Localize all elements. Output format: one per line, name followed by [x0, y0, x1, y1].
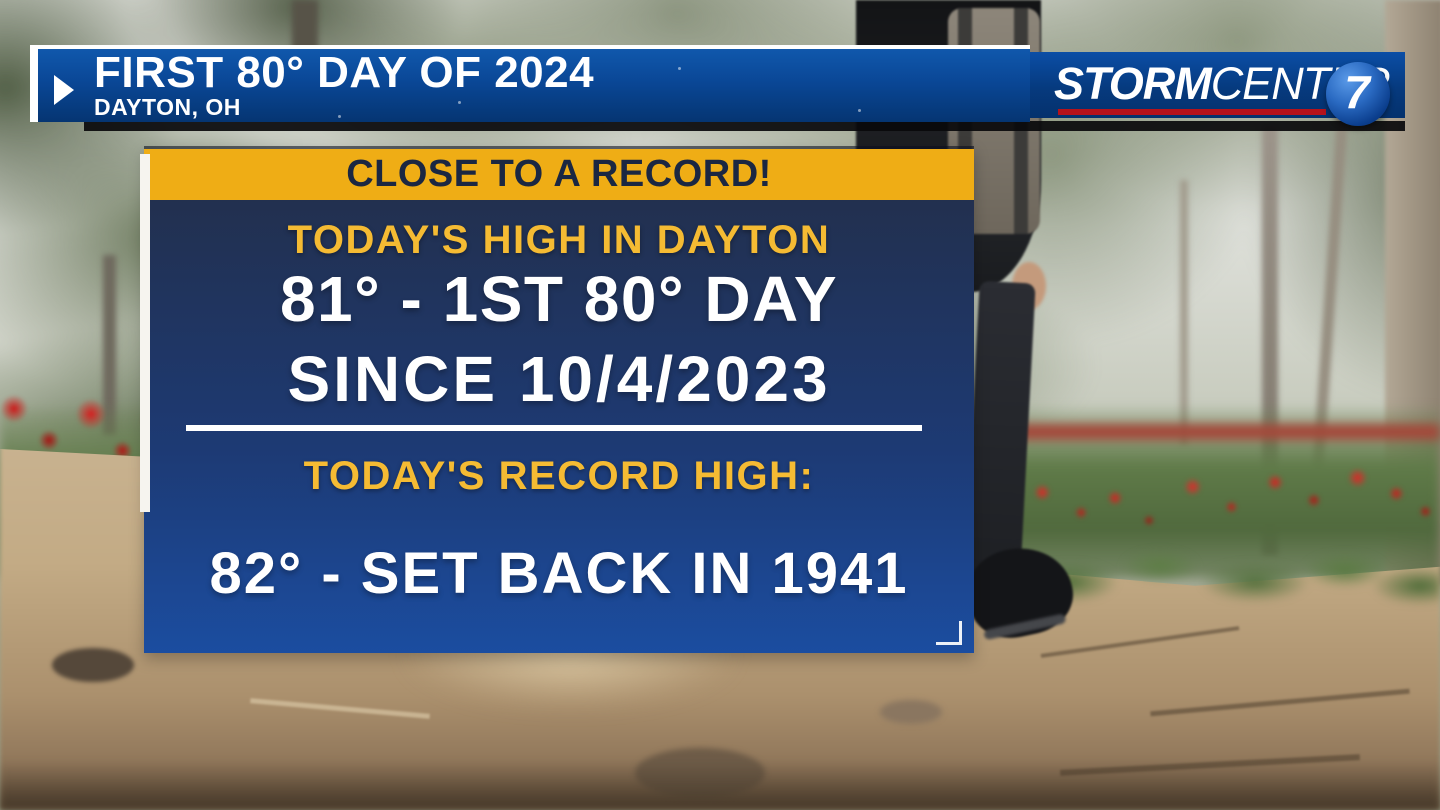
banner-title: FIRST 80° DAY OF 2024	[94, 48, 595, 97]
logo-storm-text: STORM	[1054, 58, 1212, 109]
sparkle	[158, 59, 161, 62]
since-date-line: SINCE 10/4/2023	[287, 343, 831, 415]
record-high-label: TODAY'S RECORD HIGH:	[303, 454, 815, 498]
distant-poppies	[985, 424, 1440, 440]
tree-trunk	[1180, 180, 1188, 445]
rock	[880, 700, 942, 724]
channel-number: 7	[1344, 66, 1370, 118]
poppy-flowers-right	[955, 442, 1440, 554]
sparkle	[678, 67, 681, 70]
sparkle	[338, 115, 341, 118]
rock	[52, 648, 134, 682]
info-card: CLOSE TO A RECORD! TODAY'S HIGH IN DAYTO…	[140, 146, 974, 653]
shoe-sole	[983, 613, 1067, 641]
channel-7-ball-icon: 7	[1326, 62, 1390, 126]
card-left-accent	[140, 154, 150, 512]
logo-red-underline	[1058, 109, 1326, 115]
divider	[186, 425, 922, 431]
corner-bracket-icon	[936, 621, 962, 645]
card-body: TODAY'S HIGH IN DAYTON 81° - 1ST 80° DAY…	[144, 200, 974, 653]
banner-subtitle: DAYTON, OH	[94, 94, 241, 120]
high-value-line: 81° - 1ST 80° DAY	[279, 263, 839, 335]
banner-text: FIRST 80° DAY OF 2024 DAYTON, OH	[94, 48, 595, 120]
play-arrow-icon	[54, 75, 74, 105]
card-header: CLOSE TO A RECORD!	[144, 149, 974, 200]
todays-high-label: TODAY'S HIGH IN DAYTON	[287, 218, 831, 262]
person-leg	[964, 280, 1036, 578]
sparkle	[858, 109, 861, 112]
sparkle	[458, 101, 461, 104]
lower-third-banner: FIRST 80° DAY OF 2024 DAYTON, OH	[30, 45, 1030, 122]
banner-shadow	[84, 121, 1405, 131]
foreground-shadow	[0, 760, 1440, 810]
record-value-line: 82° - SET BACK IN 1941	[209, 541, 909, 606]
stormcenter-logo: STORMCENTER 7	[1030, 52, 1405, 126]
